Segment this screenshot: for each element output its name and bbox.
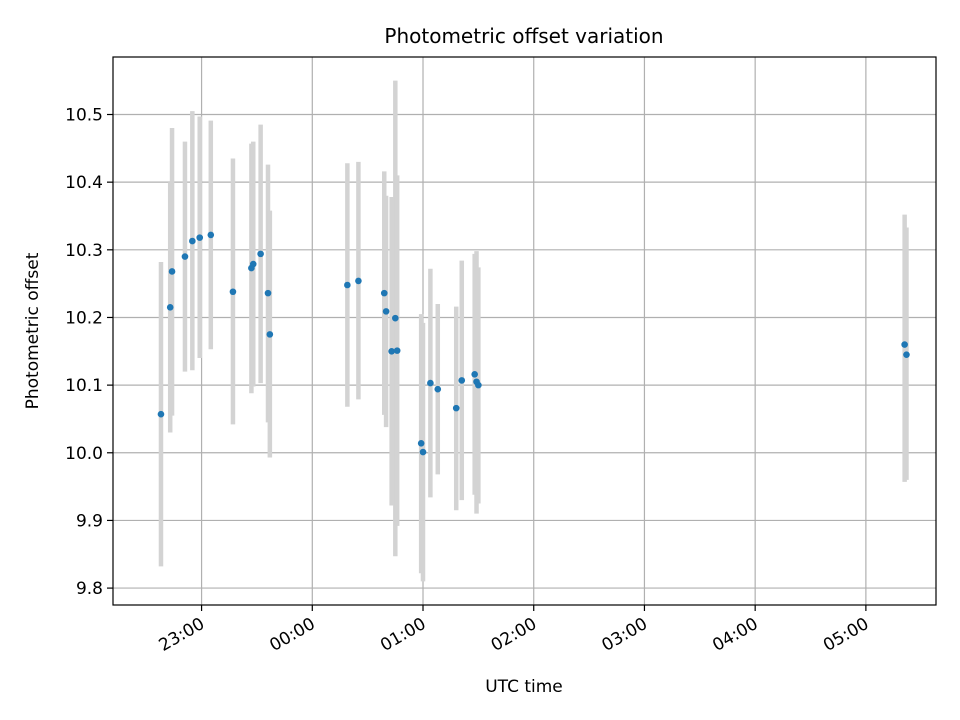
data-point <box>392 314 399 322</box>
plot-frame <box>112 56 937 606</box>
data-point <box>475 381 482 389</box>
y-axis-ticks: 9.8 9.9 10.0 10.1 10.2 10.3 10.4 10.5 <box>65 106 113 599</box>
data-point <box>903 351 910 358</box>
data-point <box>157 410 165 418</box>
data-point <box>249 260 257 268</box>
data-point <box>266 331 274 338</box>
data-point <box>168 268 176 275</box>
y-tick-label: 10.5 <box>65 106 103 126</box>
data-point <box>355 277 362 285</box>
y-tick-label: 10.1 <box>65 376 103 396</box>
data-point <box>380 289 388 297</box>
chart-title: Photometric offset variation <box>384 24 663 48</box>
data-point <box>257 250 264 258</box>
data-point <box>388 347 395 355</box>
data-point <box>264 289 272 297</box>
y-tick-label: 9.9 <box>76 511 103 531</box>
data-point <box>417 440 425 447</box>
data-point <box>229 288 237 296</box>
x-axis-title: UTC time <box>485 677 563 697</box>
data-point <box>452 404 460 412</box>
data-points <box>157 231 910 456</box>
y-tick-label: 10.4 <box>65 173 103 193</box>
y-tick-label: 10.0 <box>65 444 103 464</box>
data-point <box>344 281 351 289</box>
y-axis-title: Photometric offset <box>23 252 43 409</box>
data-point <box>393 347 401 354</box>
data-point <box>207 231 215 239</box>
data-point <box>196 234 204 241</box>
data-point <box>181 253 189 260</box>
y-tick-label: 10.3 <box>65 241 103 261</box>
data-point <box>419 448 427 456</box>
data-point <box>166 304 174 311</box>
y-tick-label: 10.2 <box>65 308 103 328</box>
data-point <box>471 370 478 378</box>
grid-lines <box>113 57 936 605</box>
data-point <box>458 377 466 384</box>
y-tick-label: 9.8 <box>76 579 103 599</box>
data-point <box>427 379 434 387</box>
data-point <box>901 341 908 348</box>
data-point <box>189 237 196 245</box>
data-point <box>382 308 390 315</box>
data-point <box>434 385 442 393</box>
